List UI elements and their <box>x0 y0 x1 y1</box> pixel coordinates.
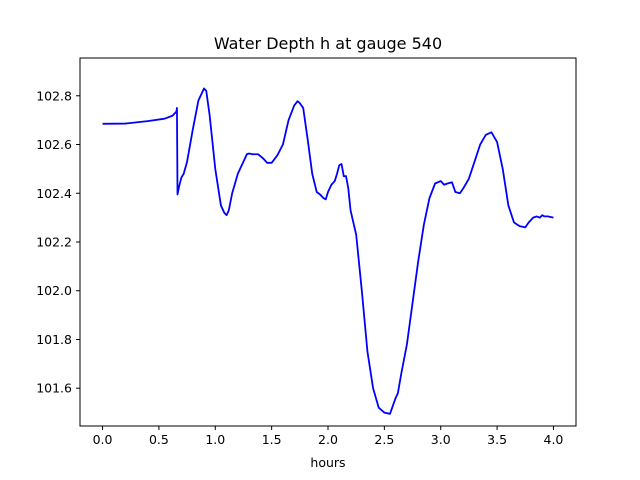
x-tick-label: 3.0 <box>431 432 451 447</box>
x-tick-label: 4.0 <box>544 432 564 447</box>
x-axis-label: hours <box>310 455 345 470</box>
y-tick-label: 102.2 <box>36 235 72 250</box>
series-line-0 <box>102 87 554 415</box>
y-tick-label: 101.8 <box>36 332 72 347</box>
y-tick-label: 101.6 <box>36 381 72 396</box>
y-tick-label: 102.0 <box>36 283 72 298</box>
axes: 0.0 0.5 1.0 1.5 2.0 2.5 3.0 3.5 4.0 101.6 101.8 102… <box>36 57 577 447</box>
y-tick-label: 102.4 <box>36 186 72 201</box>
x-tick-label: 1.0 <box>205 432 225 447</box>
x-tick-label: 0.0 <box>93 432 113 447</box>
plot-area <box>102 87 554 415</box>
y-tick-label: 102.8 <box>36 88 72 103</box>
x-tick-label: 1.5 <box>262 432 282 447</box>
x-tick-label: 2.5 <box>374 432 394 447</box>
chart-title: Water Depth h at gauge 540 <box>214 34 442 53</box>
x-tick-label: 0.5 <box>149 432 169 447</box>
x-tick-label: 2.0 <box>318 432 338 447</box>
x-tick-label: 3.5 <box>487 432 507 447</box>
y-tick-label: 102.6 <box>36 137 72 152</box>
